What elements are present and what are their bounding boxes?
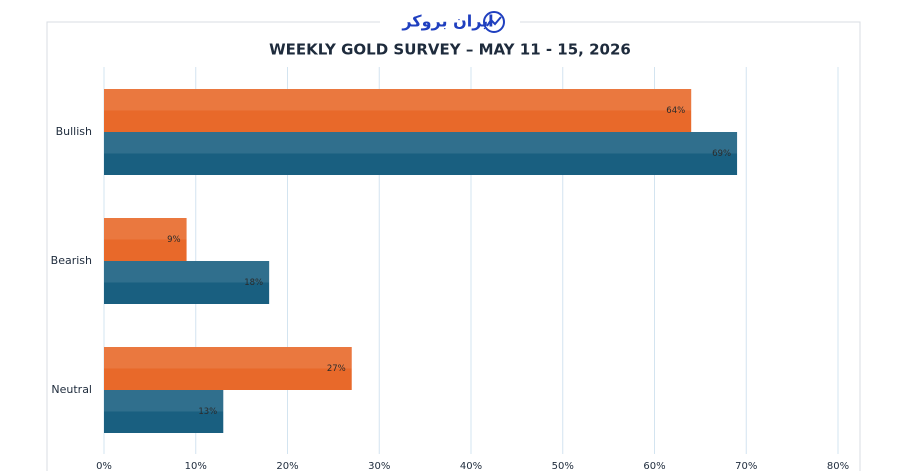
bar-shine (104, 390, 224, 412)
bar (104, 218, 187, 261)
bar (104, 390, 224, 433)
x-tick-label: 10% (185, 461, 207, 471)
x-tick-label: 40% (460, 461, 482, 471)
data-label: 9% (167, 235, 181, 245)
x-tick-label: 30% (368, 461, 390, 471)
chart-title: WEEKLY GOLD SURVEY – MAY 11 - 15, 2026 (269, 41, 631, 59)
x-tick-label: 70% (735, 461, 757, 471)
data-label: 69% (712, 149, 731, 159)
bar (104, 261, 270, 304)
data-label: 18% (244, 278, 263, 288)
y-tick-label: Bearish (51, 254, 92, 267)
data-label: 27% (327, 364, 346, 374)
bar (104, 347, 352, 390)
logo-icon (483, 11, 505, 33)
bar-shine (104, 347, 352, 369)
bar-shine (104, 218, 187, 240)
data-label: 13% (198, 407, 217, 417)
x-tick-label: 50% (552, 461, 574, 471)
x-tick-label: 20% (276, 461, 298, 471)
x-tick-label: 60% (643, 461, 665, 471)
y-tick-label: Neutral (51, 383, 92, 396)
bar (104, 132, 738, 175)
y-tick-label: Bullish (56, 125, 92, 138)
bar-shine (104, 261, 270, 283)
x-tick-label: 0% (96, 461, 112, 471)
logo-text: ایران بروکر (401, 12, 493, 31)
bar-shine (104, 132, 738, 154)
bar-shine (104, 89, 692, 111)
data-label: 64% (666, 106, 685, 116)
bar (104, 89, 692, 132)
x-tick-label: 80% (827, 461, 849, 471)
